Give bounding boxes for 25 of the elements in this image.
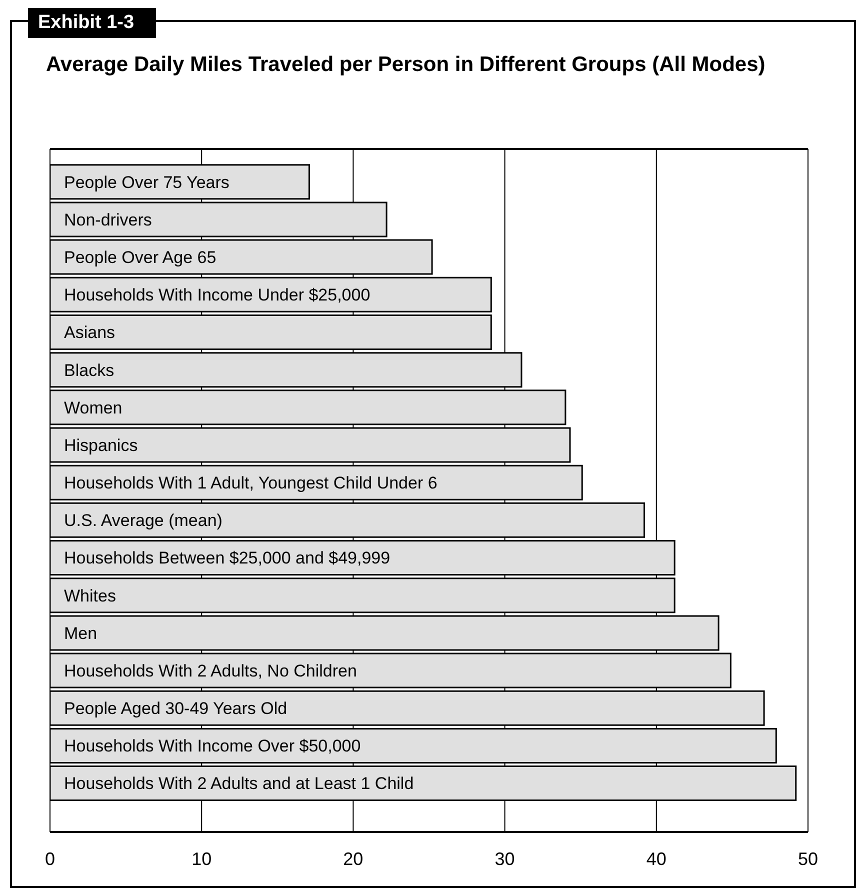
y-tick-label: Households With Income Over $50,000: [64, 736, 361, 756]
y-tick-label: Men: [64, 624, 98, 643]
chart-title: Average Daily Miles Traveled per Person in Different Groups (All Modes): [46, 52, 766, 78]
y-tick-label: Households With 2 Adults and at Least 1 Child: [64, 774, 414, 794]
y-tick-label: Households With 1 Adult, Youngest Child Under 6: [64, 474, 438, 493]
x-tick-label: 0: [44, 848, 56, 869]
x-tick-label: 40: [646, 848, 666, 869]
y-tick-label: Women: [64, 398, 122, 418]
y-tick-label: Hispanics: [64, 436, 138, 455]
x-tick-label: 30: [494, 848, 515, 869]
y-tick-label: Households With Income Under $25,000: [64, 286, 370, 305]
y-tick-label: People Over 75 Years: [64, 172, 230, 192]
text: Exhibit 1-3: [28, 8, 156, 38]
y-tick-label: Blacks: [64, 360, 114, 380]
y-tick-label: People Over Age 65: [64, 248, 216, 268]
y-tick-label: Households With 2 Adults, No Children: [64, 661, 357, 680]
x-tick-label: 50: [798, 848, 818, 869]
y-tick-label: Households Between $25,000 and $49,999: [64, 548, 390, 568]
y-tick-label: Asians: [64, 323, 116, 342]
x-tick-label: 10: [192, 848, 212, 869]
y-tick-label: Non-drivers: [64, 210, 152, 230]
y-tick-label: U.S. Average (mean): [64, 511, 222, 530]
y-tick-label: Whites: [64, 586, 116, 606]
y-tick-label: People Aged 30-49 Years Old: [64, 699, 288, 718]
x-tick-label: 20: [343, 848, 364, 869]
